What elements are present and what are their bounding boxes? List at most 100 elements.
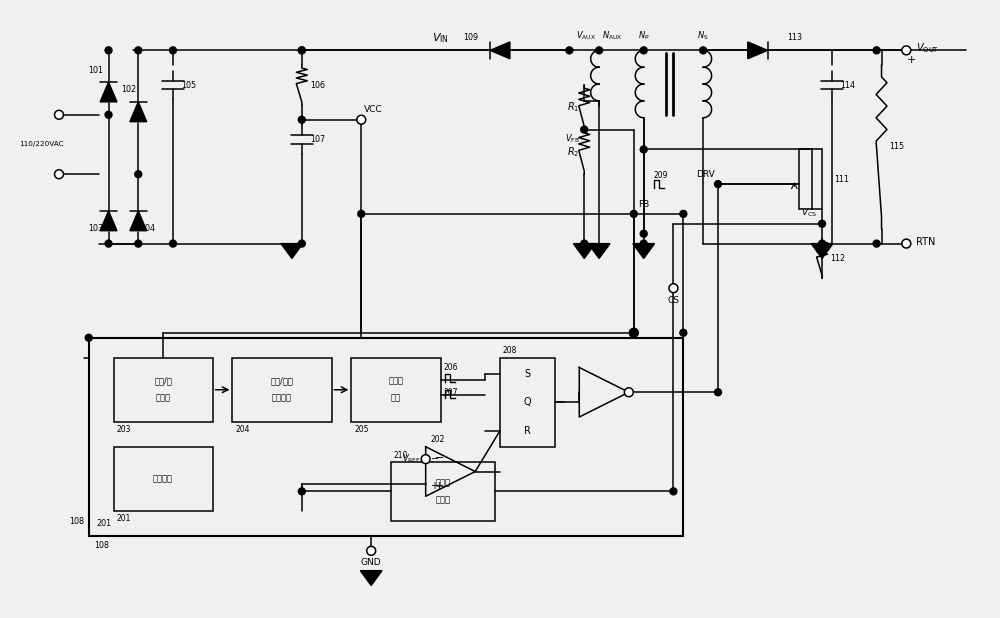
Circle shape [640, 231, 647, 237]
Circle shape [819, 220, 826, 227]
Bar [232, 358, 332, 422]
Text: 110/220VAC: 110/220VAC [19, 142, 64, 148]
Bar [351, 358, 441, 422]
Circle shape [298, 240, 305, 247]
Text: RTN: RTN [916, 237, 936, 247]
Circle shape [669, 284, 678, 293]
Text: 107: 107 [310, 135, 325, 144]
Circle shape [421, 455, 430, 464]
Circle shape [640, 47, 647, 54]
Circle shape [630, 329, 637, 336]
Circle shape [298, 488, 305, 495]
Bar [89, 338, 683, 536]
Circle shape [873, 47, 880, 54]
Circle shape [700, 47, 707, 54]
Bar [500, 358, 555, 447]
Circle shape [715, 180, 721, 188]
Polygon shape [130, 102, 147, 122]
Text: 电压/电流: 电压/电流 [271, 377, 293, 386]
Text: 109: 109 [463, 33, 478, 43]
Text: 持电路: 持电路 [156, 394, 171, 403]
Text: 振荡器: 振荡器 [388, 377, 403, 386]
Text: $R_1$: $R_1$ [567, 101, 579, 114]
Circle shape [358, 210, 365, 218]
Circle shape [169, 47, 176, 54]
Circle shape [630, 210, 637, 218]
Text: 114: 114 [840, 80, 855, 90]
Polygon shape [100, 211, 117, 231]
Circle shape [902, 239, 911, 248]
Text: 205: 205 [354, 425, 369, 434]
Circle shape [298, 47, 305, 54]
Circle shape [367, 546, 376, 555]
Circle shape [640, 240, 647, 247]
Text: 104: 104 [140, 224, 155, 233]
Text: DRV: DRV [696, 170, 715, 179]
Text: $-$: $-$ [434, 451, 444, 461]
Circle shape [640, 146, 647, 153]
Text: $V_{\rm CS}$: $V_{\rm CS}$ [801, 206, 817, 219]
Text: GND: GND [361, 557, 381, 567]
Text: 105: 105 [181, 80, 196, 90]
Text: 101: 101 [89, 66, 104, 75]
Text: 203: 203 [116, 425, 131, 434]
Text: R: R [524, 426, 531, 436]
Text: $R_2$: $R_2$ [567, 145, 579, 159]
Text: FB: FB [638, 200, 649, 209]
Bar [114, 358, 213, 422]
Text: 采样/保: 采样/保 [154, 377, 172, 386]
Text: 108: 108 [69, 517, 84, 526]
Text: Q: Q [523, 397, 531, 407]
Polygon shape [573, 243, 595, 258]
Circle shape [624, 387, 633, 397]
Circle shape [105, 47, 112, 54]
Circle shape [670, 488, 677, 495]
Text: $N_{\rm S}$: $N_{\rm S}$ [697, 30, 709, 43]
Circle shape [680, 210, 687, 218]
Circle shape [581, 126, 588, 133]
Polygon shape [588, 243, 610, 258]
Text: 电路: 电路 [391, 394, 401, 403]
Text: $-$: $-$ [430, 452, 439, 462]
Bar [391, 462, 495, 521]
Text: $V_{\rm FB}$: $V_{\rm FB}$ [565, 133, 579, 145]
Text: 115: 115 [889, 143, 905, 151]
Text: +: + [907, 55, 916, 66]
Text: $+$: $+$ [434, 480, 444, 491]
Circle shape [596, 47, 603, 54]
Text: 108: 108 [94, 541, 109, 550]
Text: 基准电路: 基准电路 [153, 475, 173, 483]
Text: 207: 207 [444, 388, 458, 397]
Text: S: S [524, 368, 530, 379]
Circle shape [629, 328, 638, 337]
Polygon shape [130, 211, 147, 231]
Circle shape [715, 389, 721, 396]
Text: $+$: $+$ [430, 480, 439, 491]
Text: 103: 103 [89, 224, 104, 233]
Text: 206: 206 [444, 363, 458, 373]
Polygon shape [748, 42, 768, 59]
Circle shape [55, 170, 63, 179]
Polygon shape [360, 570, 382, 585]
Circle shape [819, 240, 826, 247]
Circle shape [85, 334, 92, 341]
Circle shape [566, 47, 573, 54]
Circle shape [135, 47, 142, 54]
Text: 201: 201 [97, 519, 112, 528]
Text: 201: 201 [116, 514, 131, 523]
Text: 204: 204 [235, 425, 250, 434]
Text: 112: 112 [830, 254, 845, 263]
Text: 202: 202 [431, 435, 445, 444]
Text: 208: 208 [503, 345, 517, 355]
Text: $V_{\rm AUX}$: $V_{\rm AUX}$ [576, 30, 596, 43]
Circle shape [105, 240, 112, 247]
Circle shape [169, 240, 176, 247]
Text: 113: 113 [787, 33, 802, 43]
Text: 前沿消: 前沿消 [436, 478, 451, 488]
Text: $V_{\rm IN}$: $V_{\rm IN}$ [432, 32, 449, 45]
Circle shape [873, 240, 880, 247]
Bar [114, 447, 213, 511]
Circle shape [357, 116, 366, 124]
Text: 111: 111 [834, 175, 849, 184]
Text: CS: CS [667, 296, 679, 305]
